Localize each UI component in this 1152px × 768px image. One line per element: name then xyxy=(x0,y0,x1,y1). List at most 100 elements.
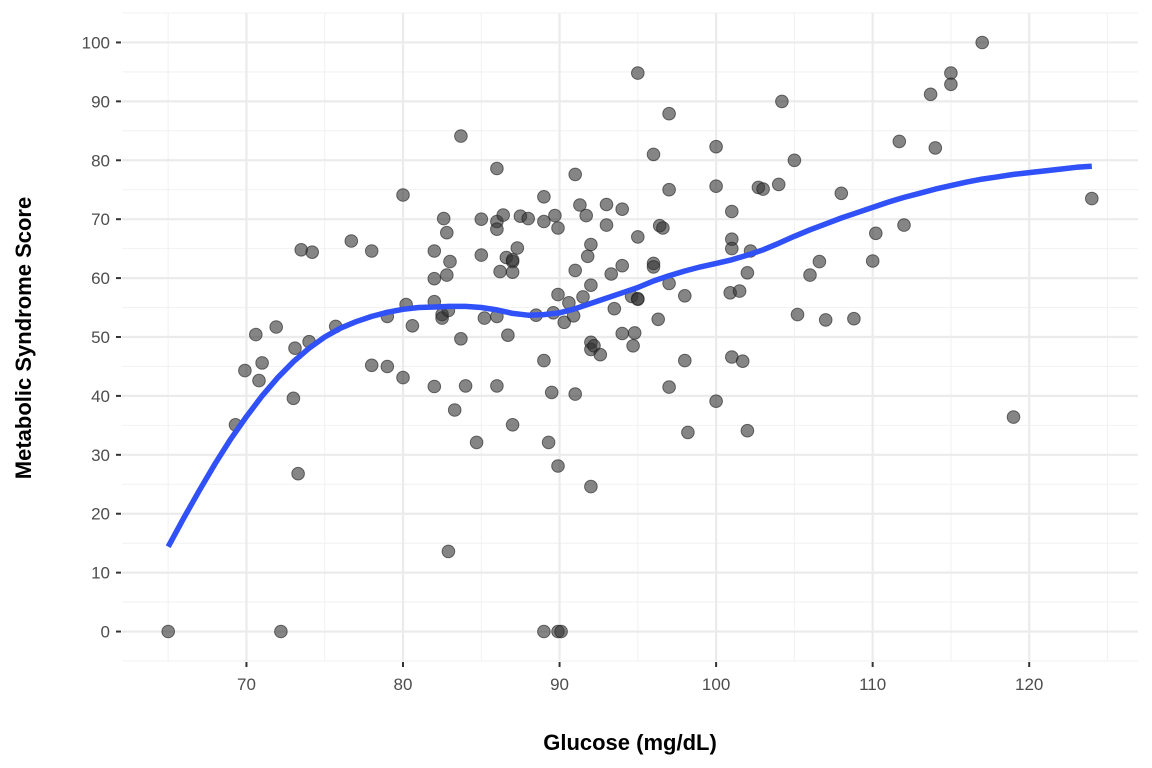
data-point xyxy=(812,254,827,269)
data-point xyxy=(305,245,320,259)
data-point xyxy=(505,252,520,267)
data-point xyxy=(537,624,551,639)
data-point xyxy=(537,353,551,368)
data-point xyxy=(944,77,958,92)
data-point xyxy=(274,624,288,639)
data-point xyxy=(440,268,454,282)
data-point xyxy=(975,35,990,50)
data-point xyxy=(646,147,661,162)
y-tick-label: 100 xyxy=(82,33,110,52)
data-point xyxy=(631,292,645,307)
data-point xyxy=(427,271,442,286)
data-point xyxy=(380,359,395,374)
data-point xyxy=(405,319,420,333)
y-tick-label: 10 xyxy=(91,564,110,583)
data-point xyxy=(740,266,755,280)
data-point xyxy=(161,624,175,639)
smooth-line xyxy=(165,163,1092,549)
data-point xyxy=(662,380,676,394)
data-point xyxy=(818,313,833,327)
data-point xyxy=(557,315,572,330)
x-tick-label: 110 xyxy=(859,675,886,694)
y-tick-label: 60 xyxy=(91,269,110,288)
y-tick-label: 80 xyxy=(91,151,110,170)
data-point xyxy=(847,311,861,326)
y-axis-title: Metabolic Syndrome Score xyxy=(11,197,36,479)
y-axis-ticks: 0 10 20 30 40 50 60 70 80 90 100 xyxy=(82,33,121,642)
data-point xyxy=(568,263,583,278)
data-point xyxy=(775,94,789,109)
data-point xyxy=(551,221,565,235)
data-point xyxy=(269,320,284,334)
x-tick-label: 100 xyxy=(702,675,730,694)
data-point xyxy=(496,208,511,222)
data-point xyxy=(469,435,484,450)
data-point xyxy=(554,624,568,639)
data-point xyxy=(725,241,739,256)
data-point xyxy=(1085,191,1099,206)
data-point xyxy=(627,326,642,340)
data-point xyxy=(541,435,556,450)
data-point xyxy=(599,197,614,212)
data-point xyxy=(740,423,755,438)
data-point xyxy=(732,284,747,298)
data-point xyxy=(580,249,595,264)
data-point xyxy=(510,241,525,255)
data-point xyxy=(501,328,515,343)
data-point xyxy=(787,153,802,168)
data-point xyxy=(892,134,907,149)
data-point xyxy=(436,211,451,226)
data-point xyxy=(615,326,630,341)
data-point xyxy=(474,248,489,262)
data-point xyxy=(771,177,786,192)
data-point xyxy=(834,186,849,201)
x-axis-title: Glucose (mg/dL) xyxy=(543,730,717,755)
data-point xyxy=(573,198,587,212)
data-point xyxy=(551,459,565,473)
data-point xyxy=(544,385,559,400)
x-tick-label: 80 xyxy=(394,675,413,694)
data-point xyxy=(869,226,883,241)
data-point xyxy=(441,544,456,559)
data-point xyxy=(656,221,670,235)
y-tick-label: 90 xyxy=(91,92,110,111)
data-point xyxy=(427,244,442,258)
data-point xyxy=(427,379,442,394)
data-point xyxy=(568,167,583,182)
y-tick-label: 30 xyxy=(91,446,110,465)
data-point xyxy=(662,182,676,197)
data-point xyxy=(490,222,504,236)
data-points xyxy=(161,35,1099,639)
data-point xyxy=(615,258,630,273)
data-point xyxy=(291,466,305,481)
data-point xyxy=(579,208,594,223)
x-tick-label: 120 xyxy=(1015,675,1043,694)
data-point xyxy=(681,425,695,440)
data-point xyxy=(454,332,468,346)
data-point xyxy=(615,202,630,216)
data-point xyxy=(396,188,410,202)
x-tick-label: 90 xyxy=(550,675,569,694)
data-point xyxy=(505,265,520,280)
data-point xyxy=(604,267,619,281)
data-point xyxy=(803,268,817,282)
data-point xyxy=(477,311,492,325)
data-point xyxy=(626,339,640,353)
data-point xyxy=(458,379,473,393)
data-point xyxy=(568,387,583,401)
data-point xyxy=(288,341,302,356)
data-point xyxy=(490,161,504,176)
data-point xyxy=(1006,410,1021,424)
data-point xyxy=(599,218,614,232)
data-point xyxy=(443,254,457,269)
x-axis-ticks: 70 80 90 100 110 120 xyxy=(237,662,1043,694)
data-point xyxy=(249,327,263,342)
data-point xyxy=(364,244,379,258)
data-point xyxy=(454,129,468,143)
data-point xyxy=(607,301,622,316)
data-point xyxy=(678,353,692,368)
data-point xyxy=(548,208,562,223)
data-point xyxy=(238,363,252,378)
